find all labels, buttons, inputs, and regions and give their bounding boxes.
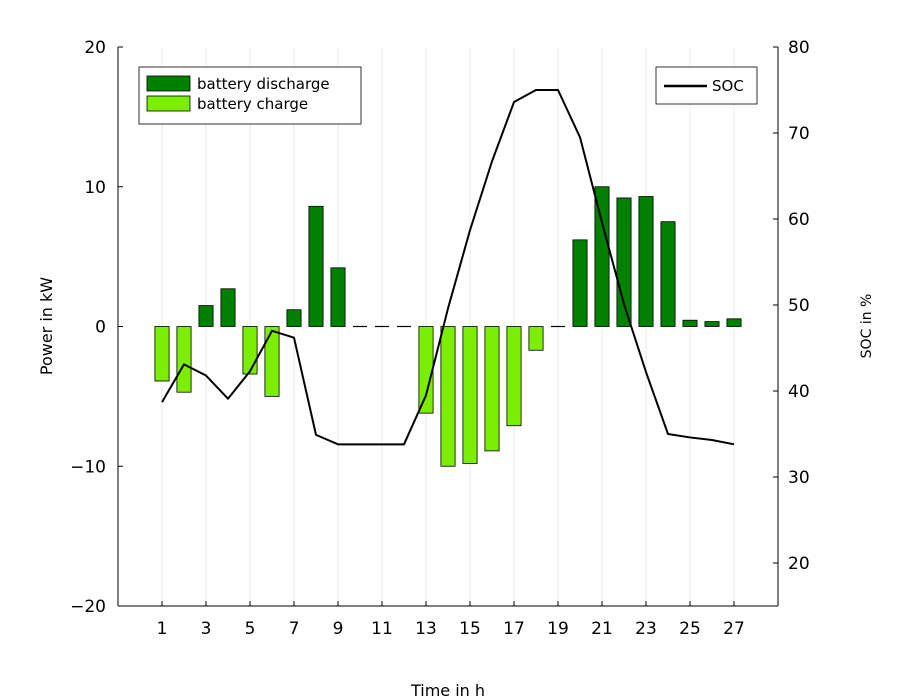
- discharge-bar-7: [286, 309, 302, 327]
- x-tick-label: 19: [547, 619, 569, 639]
- legend-swatch: [146, 95, 191, 112]
- y-axis-title: Power in kW: [37, 277, 56, 375]
- y2-tick-label: 60: [788, 210, 810, 230]
- charge-bar-5: [242, 326, 258, 375]
- x-tick-label: 21: [591, 619, 613, 639]
- y2-tick-label: 20: [788, 554, 810, 574]
- x-tick-label: 5: [245, 619, 256, 639]
- x-tick-label: 13: [415, 619, 437, 639]
- discharge-bar-21: [594, 186, 610, 327]
- y2-tick-label: 40: [788, 382, 810, 402]
- soc-line-layer: [161, 89, 735, 446]
- legends: battery discharge battery charge SOC: [138, 66, 758, 125]
- axes: 1 3 5 7 9 11 13 15 17 19 21 23 25 27−20−1001020203040…: [70, 38, 810, 639]
- soc-line: [161, 89, 735, 446]
- y2-axis-title: SOC in %: [859, 294, 875, 359]
- charge-bar-16: [484, 326, 500, 452]
- discharge-bar-3: [198, 305, 214, 327]
- charge-bar-2: [176, 326, 192, 393]
- legend-label-soc: SOC: [712, 77, 744, 95]
- discharge-bar-23: [638, 196, 654, 327]
- discharge-bar-8: [308, 205, 324, 327]
- x-tick-label: 27: [723, 619, 745, 639]
- x-tick-label: 17: [503, 619, 525, 639]
- discharge-bar-25: [682, 319, 698, 327]
- x-tick-label: 9: [333, 619, 344, 639]
- discharge-bar-27: [726, 318, 742, 327]
- charge-bar-1: [154, 326, 170, 382]
- legend-label: battery discharge: [197, 75, 330, 93]
- y2-tick-label: 80: [788, 38, 810, 58]
- discharge-bar-24: [660, 221, 676, 327]
- x-tick-label: 25: [679, 619, 701, 639]
- charge-bar-13: [418, 326, 434, 414]
- x-tick-label: 15: [459, 619, 481, 639]
- charge-bar-18: [528, 326, 544, 351]
- y-tick-label: 0: [95, 318, 106, 338]
- y-tick-label: −10: [70, 457, 106, 477]
- charge-bar-14: [440, 326, 456, 467]
- y-tick-label: 10: [84, 178, 106, 198]
- bars: [154, 186, 742, 467]
- charge-bar-17: [506, 326, 522, 427]
- charge-bar-15: [462, 326, 478, 464]
- y-tick-label: 20: [84, 38, 106, 58]
- y2-tick-label: 50: [788, 296, 810, 316]
- y-tick-label: −20: [70, 597, 106, 617]
- x-tick-label: 3: [201, 619, 212, 639]
- x-axis-title: Time in h: [410, 681, 485, 700]
- discharge-bar-26: [704, 321, 720, 327]
- x-tick-label: 11: [371, 619, 393, 639]
- x-tick-label: 7: [289, 619, 300, 639]
- discharge-bar-20: [572, 239, 588, 327]
- charge-bar-6: [264, 326, 280, 397]
- x-tick-label: 1: [157, 619, 168, 639]
- y2-tick-label: 70: [788, 124, 810, 144]
- x-tick-label: 23: [635, 619, 657, 639]
- legend-swatch: [146, 75, 191, 92]
- legend-label: battery charge: [197, 95, 308, 113]
- discharge-bar-9: [330, 267, 346, 327]
- y2-tick-label: 30: [788, 468, 810, 488]
- discharge-bar-4: [220, 288, 236, 327]
